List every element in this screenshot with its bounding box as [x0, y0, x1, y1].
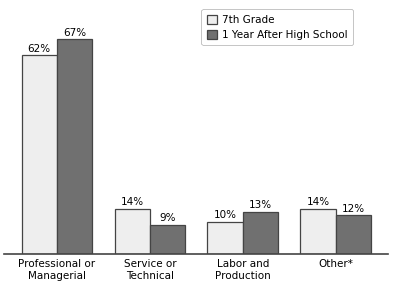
Text: 67%: 67% [63, 28, 86, 38]
Bar [114, 209, 150, 254]
Text: 12%: 12% [342, 204, 365, 214]
Bar [22, 55, 57, 254]
Text: 14%: 14% [121, 197, 144, 207]
Bar [57, 39, 92, 254]
Text: 10%: 10% [213, 210, 236, 220]
Text: 14%: 14% [307, 197, 329, 207]
Bar [243, 212, 278, 254]
Legend: 7th Grade, 1 Year After High School: 7th Grade, 1 Year After High School [202, 9, 353, 46]
Text: 62%: 62% [28, 44, 51, 54]
Bar [336, 215, 371, 254]
Bar [208, 222, 243, 254]
Bar [300, 209, 336, 254]
Text: 9%: 9% [159, 213, 176, 223]
Bar [150, 225, 185, 254]
Text: 13%: 13% [249, 200, 272, 211]
